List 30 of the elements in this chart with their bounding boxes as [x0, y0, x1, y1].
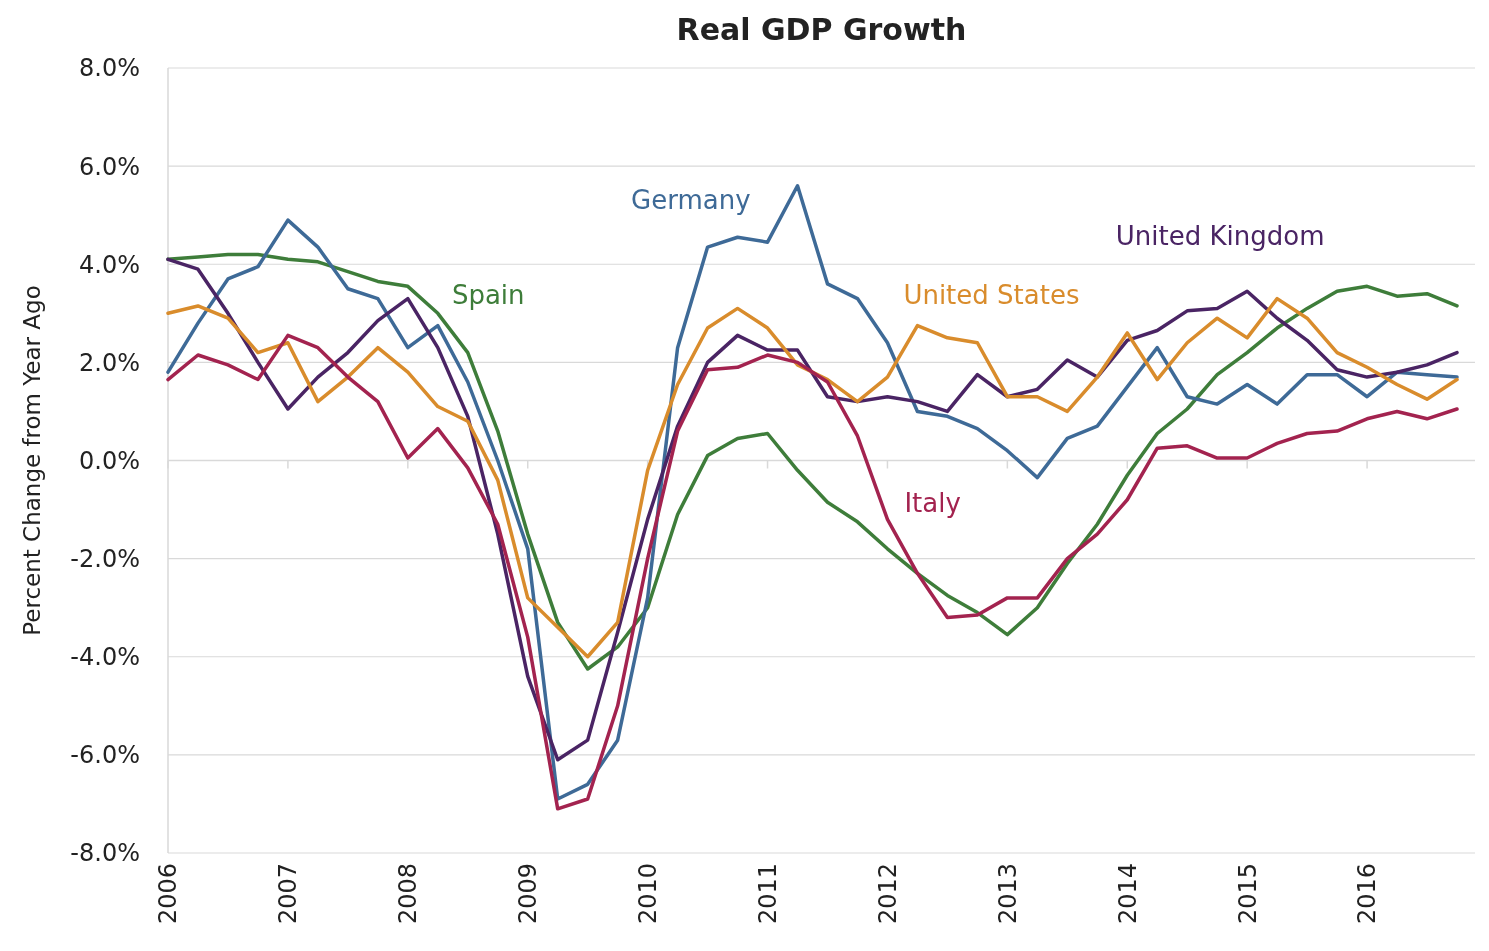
series-label: Spain	[451, 279, 525, 310]
x-tick-label: 2009	[514, 863, 543, 925]
y-tick-label: 4.0%	[79, 250, 140, 279]
line-series	[166, 257, 1459, 762]
line-series	[166, 333, 1459, 811]
y-tick-label: 6.0%	[79, 152, 140, 181]
y-tick-label: 8.0%	[79, 54, 140, 83]
y-tick-label: -4.0%	[70, 643, 140, 672]
chart-title: Real GDP Growth	[676, 12, 967, 47]
x-tick-label: 2013	[993, 863, 1022, 925]
x-tick-label: 2014	[1113, 863, 1142, 925]
y-tick-label: 2.0%	[79, 348, 140, 377]
y-tick-label: -6.0%	[70, 741, 140, 770]
series-label: Germany	[631, 185, 751, 216]
series-label: United States	[903, 279, 1080, 310]
y-tick-label: -8.0%	[70, 839, 140, 868]
y-tick-label: 0.0%	[79, 446, 140, 475]
x-tick-label: 2016	[1353, 863, 1382, 925]
x-tick-label: 2007	[274, 863, 303, 925]
y-tick-label: -2.0%	[70, 545, 140, 574]
text: United Kingdom	[1115, 220, 1325, 251]
x-tick-label: 2008	[394, 863, 423, 925]
x-tick-label: 2011	[753, 863, 782, 925]
x-tick-label: 2015	[1233, 863, 1262, 925]
x-tick-label: 2010	[634, 863, 663, 925]
line-series	[166, 184, 1459, 801]
x-tick-label: 2012	[873, 863, 902, 925]
y-axis-title: Percent Change from Year Ago	[19, 285, 45, 636]
series-label: Italy	[904, 487, 961, 518]
x-tick-label: 2006	[154, 863, 183, 925]
